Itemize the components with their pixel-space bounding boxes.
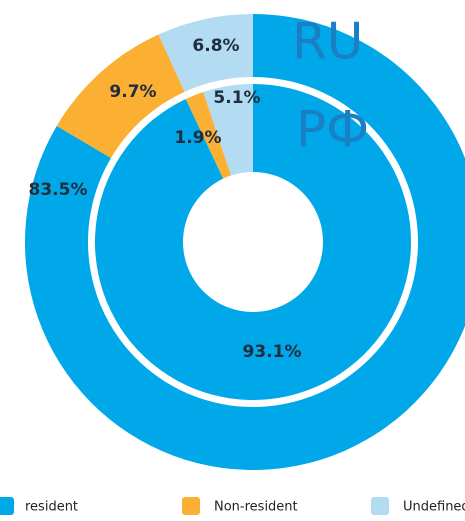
ring-title: РФ — [296, 101, 369, 159]
data-label: 1.9% — [174, 128, 221, 148]
legend-swatch — [182, 497, 200, 515]
ring-title: RU — [292, 13, 363, 71]
donut-slice — [203, 84, 253, 176]
legend-label: Non-resident — [214, 500, 298, 515]
donut-slice — [185, 92, 231, 179]
donut-slice — [158, 14, 253, 92]
donut-slice — [94, 84, 411, 400]
legend-swatch — [371, 497, 389, 515]
data-label: 93.1% — [243, 342, 302, 362]
legend-label: resident — [25, 500, 78, 515]
data-label: 9.7% — [109, 82, 156, 102]
data-label: 6.8% — [192, 36, 239, 56]
data-label: 83.5% — [29, 180, 88, 200]
donut-slice — [56, 34, 185, 159]
legend-swatch — [0, 497, 14, 515]
legend-label: Undefined — [403, 500, 465, 515]
data-label: 5.1% — [213, 88, 260, 108]
